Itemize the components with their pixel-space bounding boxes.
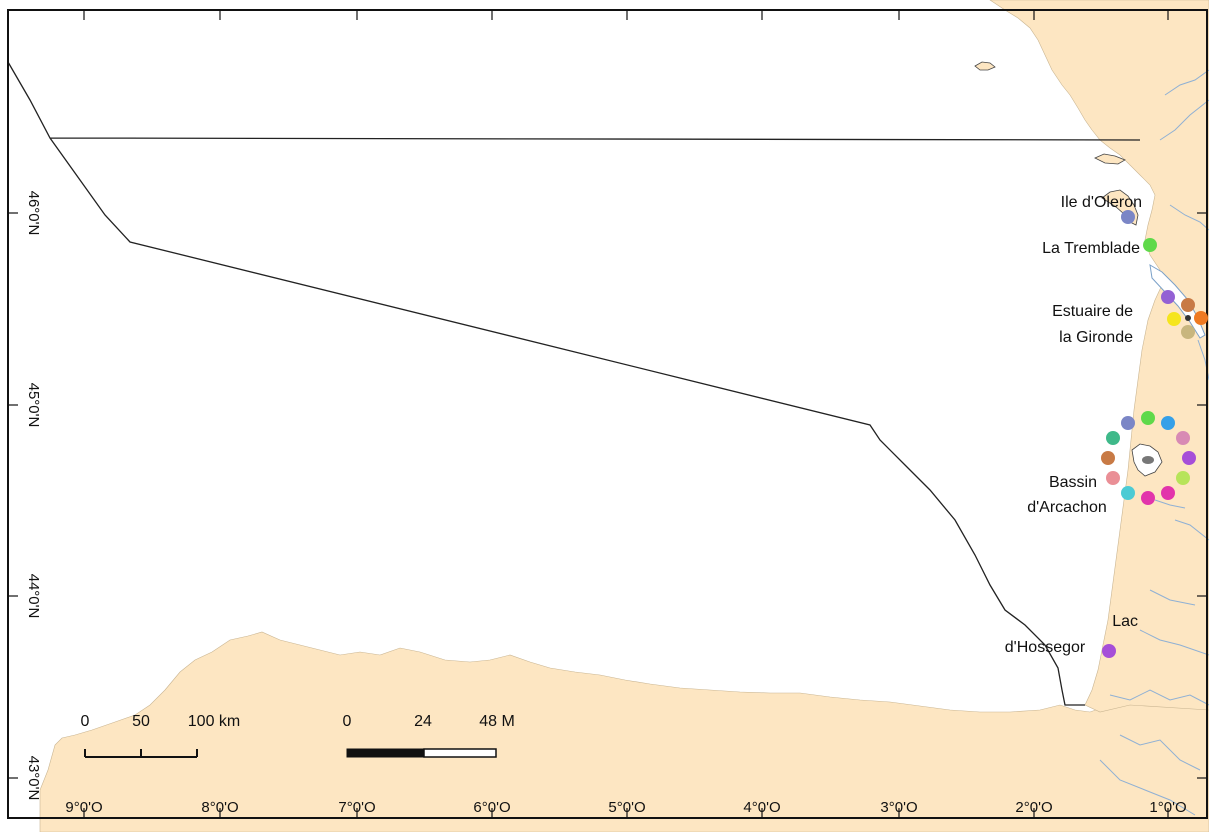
land-france xyxy=(989,0,1209,713)
longitude-tick-label: 3°0'O xyxy=(880,799,917,816)
place-label: Ile d'Oleron xyxy=(1061,194,1142,211)
longitude-tick-label: 8°0'O xyxy=(201,799,238,816)
scale-km-label-0: 0 xyxy=(81,713,90,730)
latitude-tick-label: 43°0'N xyxy=(25,756,42,801)
site-point-arcachon[interactable] xyxy=(1141,411,1155,425)
arcachon-island xyxy=(1142,456,1154,464)
latitude-tick-label: 45°0'N xyxy=(25,383,42,428)
scale-km-label-2: 100 km xyxy=(188,713,240,730)
longitude-tick-label: 2°0'O xyxy=(1015,799,1052,816)
latitude-tick-label: 46°0'N xyxy=(25,191,42,236)
place-labels: Ile d'Oleron La Tremblade Estuaire de la Gi… xyxy=(1005,194,1142,656)
longitude-labels: 9°0'O 8°0'O 7°0'O 6°0'O 5°0'O 4°0'O 3°0'O 2°0'O… xyxy=(65,799,1186,816)
site-point-arcachon[interactable] xyxy=(1106,431,1120,445)
place-label: la Gironde xyxy=(1059,329,1133,346)
longitude-tick-label: 7°0'O xyxy=(338,799,375,816)
scale-mi-label-1: 24 xyxy=(414,713,432,730)
site-point-gironde[interactable] xyxy=(1161,290,1175,304)
scale-mi-label-2: 48 M xyxy=(479,713,515,730)
place-label: La Tremblade xyxy=(1042,240,1140,257)
scale-mi-label-0: 0 xyxy=(343,713,352,730)
scale-bar-miles: 0 24 48 M xyxy=(343,713,515,758)
site-point-ile-oleron[interactable] xyxy=(1121,210,1135,224)
site-point-gironde[interactable] xyxy=(1181,298,1195,312)
longitude-tick-label: 6°0'O xyxy=(473,799,510,816)
island-re xyxy=(974,61,996,71)
gironde-estuary xyxy=(1149,264,1206,339)
longitude-tick-label: 9°0'O xyxy=(65,799,102,816)
site-point-la-tremblade[interactable] xyxy=(1143,238,1157,252)
site-point-arcachon[interactable] xyxy=(1101,451,1115,465)
latitude-labels: 46°0'N 45°0'N 44°0'N 43°0'N xyxy=(25,191,42,801)
place-label: d'Hossegor xyxy=(1005,639,1086,656)
place-label: Lac xyxy=(1112,613,1138,630)
longitude-tick-label: 1°0'O xyxy=(1149,799,1186,816)
gironde-center-dot xyxy=(1185,315,1191,321)
site-point-arcachon[interactable] xyxy=(1121,416,1135,430)
frame-ticks xyxy=(8,10,1207,818)
longitude-tick-label: 4°0'O xyxy=(743,799,780,816)
site-point-gironde[interactable] xyxy=(1181,325,1195,339)
site-point-gironde[interactable] xyxy=(1167,312,1181,326)
site-point-arcachon[interactable] xyxy=(1161,416,1175,430)
scale-bar-km: 0 50 100 km xyxy=(81,713,240,758)
place-label: d'Arcachon xyxy=(1027,499,1107,516)
site-point-hossegor[interactable] xyxy=(1102,644,1116,658)
land-spain xyxy=(39,631,1209,832)
longitude-tick-label: 5°0'O xyxy=(608,799,645,816)
site-point-arcachon[interactable] xyxy=(1141,491,1155,505)
site-points xyxy=(1101,210,1208,658)
site-point-arcachon[interactable] xyxy=(1176,471,1190,485)
site-point-gironde[interactable] xyxy=(1194,311,1208,325)
scale-km-label-1: 50 xyxy=(132,713,150,730)
site-point-arcachon[interactable] xyxy=(1121,486,1135,500)
study-area-boundary xyxy=(7,61,1141,706)
place-label: Bassin xyxy=(1049,474,1097,491)
island-aix xyxy=(1094,153,1126,165)
site-point-arcachon[interactable] xyxy=(1161,486,1175,500)
site-point-arcachon[interactable] xyxy=(1106,471,1120,485)
site-point-arcachon[interactable] xyxy=(1182,451,1196,465)
site-point-arcachon[interactable] xyxy=(1176,431,1190,445)
map-frame xyxy=(7,9,1208,819)
latitude-tick-label: 44°0'N xyxy=(25,574,42,619)
place-label: Estuaire de xyxy=(1052,303,1133,320)
